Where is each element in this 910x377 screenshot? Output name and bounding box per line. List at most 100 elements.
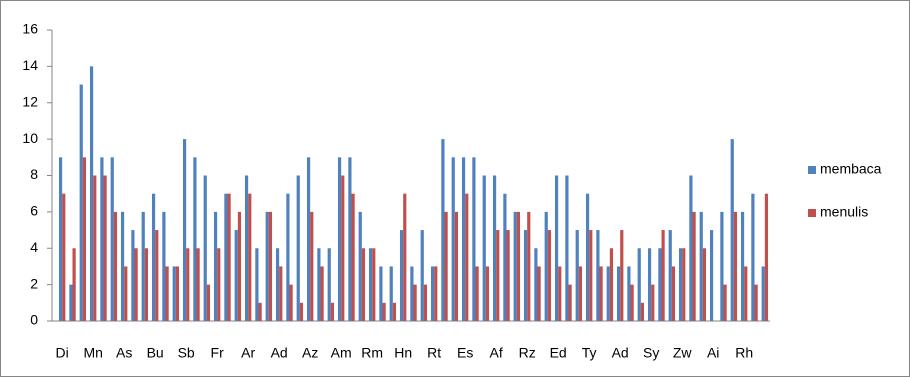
bar [227,193,231,321]
bar [454,211,459,321]
bar [637,248,641,321]
bar [585,193,590,321]
y-tick-label: 14 [22,57,38,73]
bar [640,302,645,321]
bar [661,230,665,321]
bar [399,230,404,321]
bar [237,211,242,321]
bar [578,266,583,321]
bar [599,266,603,321]
x-tick-label: Rh [735,345,753,361]
y-tick-label: 16 [22,21,38,37]
bar [544,211,548,321]
x-tick-label: Fr [211,345,225,361]
bar [658,248,662,321]
bar [320,266,324,321]
bar [689,175,693,321]
bar [213,211,218,321]
bar [523,230,528,321]
bar [627,266,631,321]
bar [482,175,486,321]
bar [668,230,672,321]
bar [568,284,572,321]
bar [496,230,500,321]
bar [671,266,676,321]
bar [89,66,94,321]
bar [558,266,562,321]
bar [709,230,714,321]
y-tick-label: 12 [22,93,38,109]
bar [196,248,200,321]
bar [79,84,83,321]
bar [754,284,758,321]
bar [165,266,169,321]
bar [379,266,383,321]
bar [103,175,107,321]
x-tick-label: Ty [582,345,597,361]
bar [348,157,352,321]
bar [244,175,249,321]
bar [503,193,507,321]
bar [286,193,290,321]
bar [606,266,610,321]
bar [392,302,397,321]
bar [279,266,283,321]
bar [751,193,755,321]
bar [616,266,621,321]
bar [444,211,448,321]
bar [113,211,118,321]
x-tick-label: Ed [550,345,567,361]
bar [434,266,438,321]
bar [182,139,187,321]
y-tick-label: 4 [30,239,38,255]
x-tick-label: As [116,345,132,361]
bar [82,157,87,321]
y-tick-label: 6 [30,203,38,219]
bar [465,193,469,321]
bar [337,157,342,321]
bar [589,230,593,321]
bar [647,248,652,321]
bar [124,266,128,321]
bar [492,175,497,321]
bar [554,175,559,321]
bar [248,193,252,321]
x-tick-label: Mn [83,345,102,361]
bar [310,211,314,321]
bar [299,302,304,321]
bar [151,193,156,321]
bar [506,230,510,321]
x-tick-label: Ai [707,345,719,361]
bar [144,248,149,321]
x-tick-label: Az [302,345,318,361]
bar [609,248,614,321]
bar [527,211,531,321]
bar [217,248,221,321]
legend-swatch [808,166,816,174]
bar [475,266,479,321]
x-tick-label: Zw [673,345,693,361]
bar [69,284,73,321]
bar [62,193,66,321]
y-tick-label: 8 [30,166,38,182]
bar [120,211,125,321]
x-tick-label: Sb [178,345,195,361]
bar [327,248,331,321]
x-tick-label: Af [490,345,503,361]
bar [699,211,703,321]
bar [720,211,724,321]
bar [317,248,321,321]
x-tick-label: Am [331,345,352,361]
bar [141,211,145,321]
bar [134,248,138,321]
bar [268,211,273,321]
x-tick-label: Es [457,345,473,361]
bar [764,193,769,321]
x-tick-label: Ad [612,345,629,361]
bar [565,175,569,321]
x-tick-label: Hn [394,345,412,361]
bar [730,139,734,321]
bar [289,284,293,321]
bar [513,211,517,321]
